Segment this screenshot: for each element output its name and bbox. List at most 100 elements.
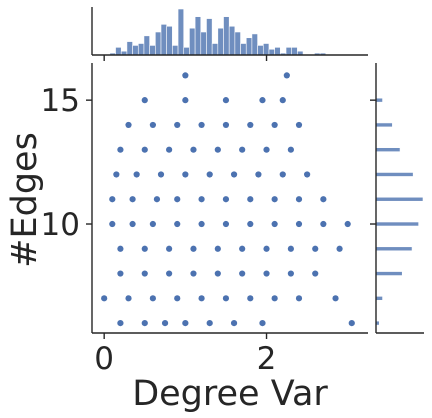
y-ticks: 10 15	[41, 83, 92, 243]
scatter-point	[279, 97, 286, 104]
scatter-point	[271, 121, 278, 129]
top-hist-bar	[194, 16, 202, 56]
top-hist-bar	[177, 8, 185, 56]
top-hist-bar	[234, 31, 241, 56]
scatter-point	[174, 220, 181, 228]
scatter-point	[214, 245, 221, 252]
scatter-point	[320, 220, 327, 228]
scatter-point	[271, 196, 278, 203]
scatter-point	[283, 72, 290, 79]
scatter-point	[230, 319, 238, 327]
right-hist-bar	[375, 271, 403, 276]
scatter-point	[174, 196, 181, 203]
scatter-point	[206, 171, 213, 178]
y-axis-label: #Edges	[5, 132, 45, 268]
right-hist-bar	[375, 122, 393, 128]
right-hist-bar	[375, 246, 413, 252]
scatter-point	[157, 171, 165, 178]
scatter-point	[247, 121, 254, 129]
scatter-point	[348, 319, 355, 327]
right-hist-bar	[375, 296, 383, 301]
scatter-point	[117, 270, 124, 277]
scatter-point	[295, 295, 303, 302]
x-tick-label: 0	[94, 341, 114, 377]
scatter-point	[263, 146, 270, 153]
scatter-point	[239, 146, 246, 153]
scatter-point	[198, 295, 205, 302]
scatter-point	[141, 270, 148, 277]
scatter-point	[247, 196, 254, 203]
scatter-point	[190, 245, 197, 252]
scatter-point	[259, 97, 266, 104]
scatter-point	[230, 171, 238, 178]
scatter-point	[247, 220, 254, 228]
scatter-point	[166, 270, 173, 277]
right-hist-bar	[375, 97, 383, 103]
top-hist-bar	[245, 37, 253, 56]
top-hist-bar	[126, 41, 133, 56]
top-marginal-histogram	[109, 8, 327, 56]
top-hist-bar	[132, 45, 139, 56]
scatter-point	[149, 121, 156, 129]
scatter-point	[182, 171, 189, 178]
top-hist-bar	[285, 47, 292, 56]
scatter-point	[295, 196, 303, 203]
scatter-point	[320, 196, 327, 203]
scatter-points	[101, 72, 355, 327]
scatter-point	[182, 97, 189, 104]
scatter-point	[279, 171, 286, 178]
y-tick-label: 10	[41, 207, 80, 243]
scatter-point	[263, 245, 270, 252]
scatter-point	[247, 295, 254, 302]
scatter-point	[255, 171, 262, 178]
top-hist-bar	[274, 47, 281, 56]
top-hist-bar	[257, 45, 264, 56]
right-hist-bar	[375, 221, 419, 227]
top-hist-bar	[137, 43, 145, 56]
scatter-point	[182, 319, 189, 327]
scatter-point	[214, 146, 221, 153]
scatter-point	[141, 319, 148, 327]
top-hist-bar	[291, 47, 298, 56]
scatter-point	[312, 245, 319, 252]
top-hist-bar	[240, 43, 247, 56]
top-hist-bar	[228, 25, 236, 56]
top-hist-bar	[262, 43, 270, 56]
top-hist-bar	[149, 45, 156, 56]
scatter-point	[117, 319, 124, 327]
scatter-point	[125, 295, 132, 302]
scatter-point	[149, 220, 156, 228]
scatter-point	[190, 270, 197, 277]
right-hist-bar	[375, 172, 414, 177]
top-hist-bar	[211, 43, 219, 56]
scatter-point	[287, 245, 294, 252]
scatter-point	[295, 220, 303, 228]
scatter-point	[206, 319, 213, 327]
top-hist-bar	[172, 45, 179, 56]
right-marginal-histogram	[375, 97, 424, 326]
top-hist-bar	[166, 25, 173, 56]
top-hist-bar	[268, 48, 275, 56]
scatter-point	[222, 196, 230, 203]
scatter-point	[113, 171, 120, 178]
scatter-point	[304, 171, 311, 178]
top-hist-bar	[217, 27, 224, 56]
scatter-point	[166, 245, 173, 252]
right-hist-bar	[375, 196, 424, 202]
scatter-point	[161, 319, 169, 327]
scatter-point	[109, 220, 116, 228]
scatter-point	[198, 220, 205, 228]
scatter-point	[312, 270, 319, 277]
scatter-point	[117, 245, 124, 252]
scatter-point	[166, 146, 173, 153]
scatter-point	[222, 97, 230, 104]
scatter-point	[222, 295, 230, 302]
marginal-ticks	[103, 55, 376, 225]
scatter-point	[271, 295, 278, 302]
top-hist-bar	[183, 47, 190, 56]
top-hist-bar	[223, 16, 230, 56]
x-tick-label: 2	[257, 341, 277, 377]
scatter-point	[133, 171, 140, 178]
